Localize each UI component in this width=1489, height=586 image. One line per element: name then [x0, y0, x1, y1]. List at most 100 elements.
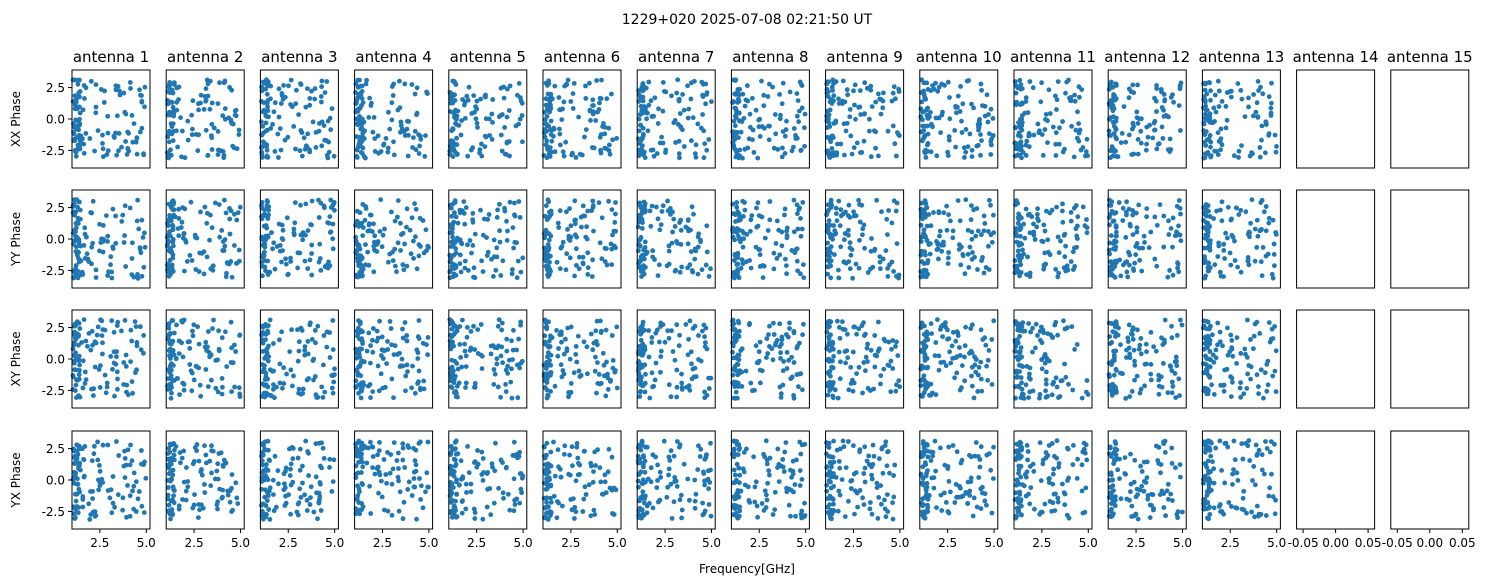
data-point [1238, 207, 1244, 213]
data-point [1084, 230, 1090, 236]
data-point [450, 242, 456, 248]
data-point [696, 357, 701, 362]
data-point [1071, 205, 1077, 211]
data-point [170, 239, 176, 245]
data-point [973, 357, 979, 362]
data-point [302, 258, 308, 264]
data-point [1152, 95, 1157, 101]
data-point [462, 258, 468, 264]
data-point [133, 139, 139, 145]
data-point [70, 77, 76, 83]
data-point [318, 268, 324, 273]
data-point [593, 328, 599, 334]
data-point [953, 103, 958, 109]
data-point [114, 323, 120, 328]
data-point [1014, 226, 1019, 231]
data-point [703, 101, 708, 107]
data-point [80, 504, 86, 510]
data-point [608, 379, 613, 384]
data-point [358, 373, 364, 379]
data-point [141, 152, 147, 158]
data-point [737, 147, 743, 153]
data-point [265, 234, 271, 240]
data-point [827, 368, 833, 374]
data-point [598, 330, 604, 335]
data-point [685, 352, 691, 358]
data-point [110, 246, 116, 252]
data-point [649, 335, 655, 340]
data-point [1130, 336, 1136, 342]
data-point [309, 251, 314, 256]
data-point [1148, 229, 1154, 235]
data-point [825, 125, 830, 130]
data-point [491, 274, 496, 279]
data-point [1151, 120, 1157, 126]
data-point [82, 473, 87, 479]
data-point [960, 252, 966, 257]
data-point [204, 220, 210, 226]
data-point [1169, 390, 1175, 396]
data-point [139, 503, 145, 509]
data-point [1113, 81, 1118, 87]
data-point [510, 357, 515, 362]
data-point [1118, 342, 1123, 348]
data-point [1224, 117, 1230, 123]
data-point [562, 83, 567, 89]
data-point [1053, 375, 1059, 381]
data-point [1037, 395, 1042, 401]
data-point [1134, 225, 1140, 231]
data-point [1162, 317, 1168, 323]
data-point [1239, 143, 1244, 149]
data-point [128, 86, 133, 91]
data-point [75, 510, 81, 516]
data-point [767, 323, 772, 329]
data-point [72, 93, 78, 99]
data-point [319, 99, 324, 105]
data-point [479, 258, 484, 264]
data-point [259, 119, 264, 125]
data-point [372, 233, 378, 239]
data-point [1109, 144, 1115, 150]
data-point [141, 510, 147, 515]
data-point [1258, 227, 1264, 233]
data-point [1050, 381, 1056, 387]
data-point [411, 238, 416, 244]
data-point [166, 248, 172, 254]
data-point [271, 240, 277, 246]
data-point [576, 368, 582, 374]
data-point [704, 147, 710, 153]
data-point [1219, 218, 1225, 224]
data-point [203, 86, 209, 91]
data-point [97, 463, 102, 468]
data-point [969, 147, 975, 153]
data-point [679, 380, 685, 386]
data-point [989, 337, 995, 342]
data-point [103, 390, 109, 396]
data-point [1120, 218, 1126, 224]
data-point [310, 119, 316, 125]
data-point [922, 123, 928, 129]
data-point [140, 235, 146, 240]
data-point [1228, 332, 1234, 338]
data-point [1204, 370, 1210, 376]
data-point [844, 120, 850, 126]
data-point [826, 207, 831, 213]
data-point [302, 344, 308, 349]
data-point [556, 95, 562, 100]
data-point [385, 145, 391, 151]
data-point [330, 390, 336, 396]
data-point [613, 211, 618, 217]
data-point [925, 258, 931, 263]
data-point [731, 321, 737, 327]
data-point [1112, 238, 1117, 244]
data-point [97, 483, 103, 488]
data-point [81, 457, 86, 462]
data-point [208, 483, 214, 489]
data-point [209, 147, 215, 152]
data-point [793, 246, 799, 252]
data-point [1266, 131, 1272, 137]
data-point [969, 154, 975, 160]
data-point [789, 374, 795, 380]
data-point [596, 372, 602, 377]
data-point [864, 345, 870, 351]
